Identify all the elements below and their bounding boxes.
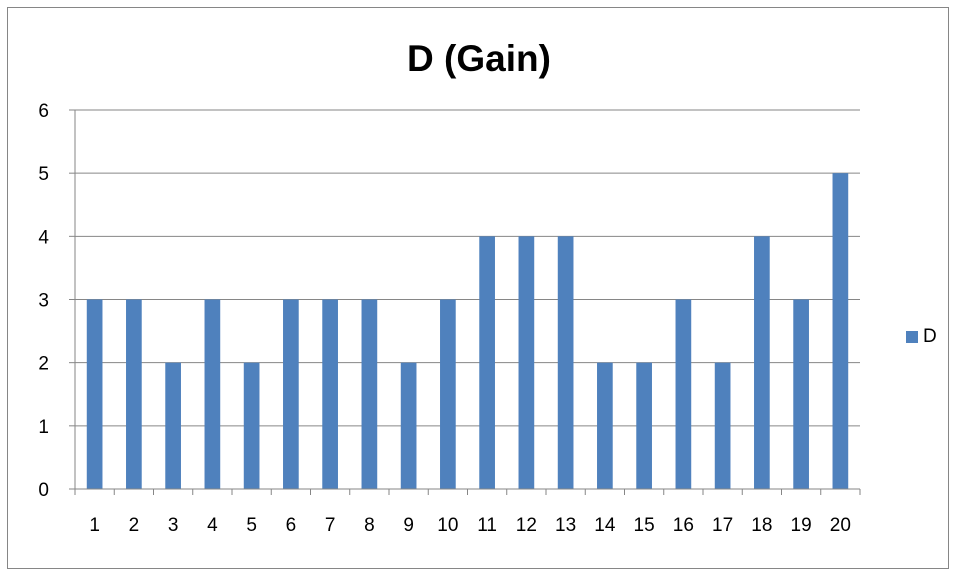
x-tick-label: 9	[403, 515, 414, 536]
x-tick-label: 15	[634, 515, 655, 536]
legend-label: D	[923, 326, 937, 347]
x-tick-label: 20	[830, 515, 851, 536]
bar	[400, 362, 417, 489]
x-tick-label: 8	[364, 515, 375, 536]
y-tick-label: 5	[38, 164, 49, 185]
gridlines	[69, 109, 860, 490]
x-tick-label: 17	[712, 515, 733, 536]
bar	[636, 362, 652, 489]
bar	[754, 236, 770, 489]
x-tick-label: 16	[673, 515, 694, 536]
x-tick-labels: 1 2 3 4 5 6 7 8 9 10 11 12 13 14 15 16 17 18 19 20	[89, 515, 851, 536]
bar	[440, 299, 456, 489]
x-tick-label: 6	[286, 515, 297, 536]
y-tick-labels: 0 1 2 3 4 5 6	[38, 101, 49, 501]
y-tick-label: 6	[38, 101, 49, 122]
bar	[204, 299, 221, 489]
x-tick-label: 3	[168, 515, 179, 536]
y-tick-label: 0	[38, 480, 49, 501]
x-tick-label: 2	[129, 515, 140, 536]
y-tick-label: 4	[38, 227, 49, 248]
y-tick-label: 3	[38, 291, 49, 312]
bar	[243, 362, 260, 489]
chart-frame	[7, 7, 949, 569]
bar-series	[86, 173, 849, 489]
bar	[165, 362, 181, 489]
y-tick-label: 2	[38, 354, 49, 375]
bar	[793, 299, 809, 489]
bar	[557, 236, 574, 489]
bar	[479, 236, 495, 489]
x-tick-label: 7	[325, 515, 336, 536]
bar	[86, 299, 103, 489]
y-tick-label: 1	[38, 417, 49, 438]
legend-swatch	[906, 331, 918, 343]
x-tick-label: 14	[594, 515, 616, 536]
axes	[74, 110, 861, 495]
x-tick-label: 1	[89, 515, 100, 536]
bar	[675, 299, 692, 489]
x-tick-label: 10	[437, 515, 458, 536]
legend: D	[906, 326, 937, 348]
x-tick-label: 18	[751, 515, 772, 536]
bar	[322, 299, 338, 489]
x-tick-label: 11	[477, 515, 497, 536]
bar	[361, 299, 378, 489]
chart-title: D (Gain)	[407, 38, 551, 79]
bar	[714, 362, 731, 489]
bar	[518, 236, 535, 489]
bar	[126, 299, 142, 489]
x-tick-label: 13	[555, 515, 576, 536]
bar	[832, 173, 849, 489]
x-tick-label: 5	[246, 515, 257, 536]
bar	[597, 362, 613, 489]
bar	[283, 299, 299, 489]
x-tick-label: 12	[516, 515, 537, 536]
x-tick-label: 4	[207, 515, 218, 536]
x-tick-label: 19	[791, 515, 812, 536]
